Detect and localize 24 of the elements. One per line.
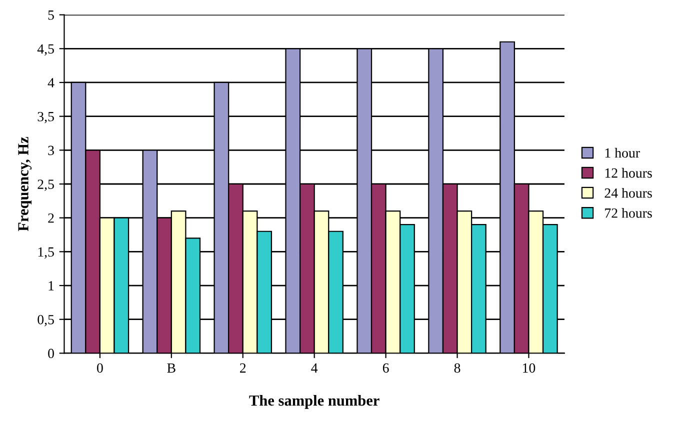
- y-tick-label: 1,5: [38, 247, 54, 259]
- y-tick-label: 2: [48, 213, 54, 223]
- x-tick-label: 0: [97, 363, 103, 373]
- y-tick-label: 5: [48, 10, 54, 20]
- legend-label: 24 hours: [604, 188, 652, 198]
- legend-label: 72 hours: [605, 208, 652, 218]
- x-axis-title: The sample number: [249, 394, 380, 409]
- y-axis-title: Frequency, Hz: [18, 136, 32, 232]
- x-tick-label: 4: [311, 363, 318, 373]
- x-tick-label: 6: [382, 363, 389, 373]
- legend-label: 12 hours: [605, 168, 652, 178]
- y-tick-label: 4,5: [37, 44, 54, 56]
- y-tick-label: 0,5: [38, 314, 54, 326]
- y-tick-label: 1: [48, 281, 54, 290]
- y-tick-label: 2,5: [38, 180, 54, 191]
- x-tick-label: 2: [240, 363, 246, 373]
- x-tick-label: 8: [454, 363, 460, 373]
- x-tick-label: B: [167, 363, 176, 373]
- x-tick-label: 10: [523, 363, 536, 373]
- y-tick-label: 3: [48, 146, 54, 156]
- y-tick-label: 4: [48, 78, 54, 88]
- legend-label: 1 hour: [605, 148, 640, 158]
- y-tick-label: 3,5: [38, 112, 54, 124]
- y-tick-label: 0: [48, 348, 54, 358]
